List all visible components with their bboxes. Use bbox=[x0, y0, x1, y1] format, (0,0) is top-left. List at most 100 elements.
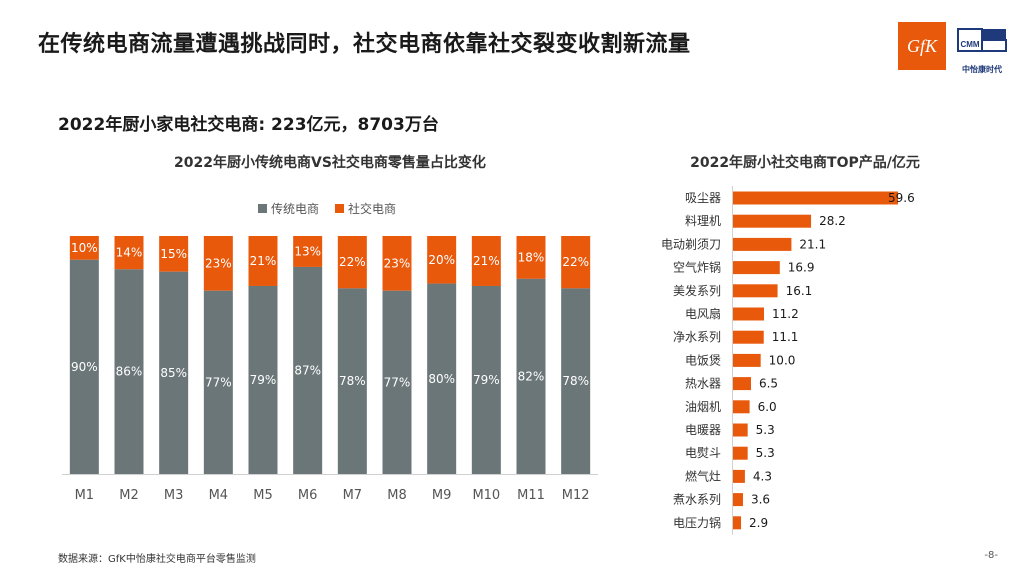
value-label-燃气灶: 4.3 bbox=[753, 469, 772, 483]
category-label-电暖器: 电暖器 bbox=[685, 423, 721, 437]
category-label-美发系列: 美发系列 bbox=[673, 283, 721, 298]
value-label-净水系列: 11.1 bbox=[772, 330, 799, 344]
tick-label-M3: M3 bbox=[164, 488, 184, 503]
category-label-热水器: 热水器 bbox=[685, 377, 721, 391]
hbar-电饭煲 bbox=[733, 353, 761, 367]
hbar-燃气灶 bbox=[733, 469, 745, 483]
bar-social-M11 bbox=[516, 236, 546, 279]
bar-traditional-M2 bbox=[114, 269, 144, 474]
bar-traditional-M3 bbox=[159, 271, 189, 474]
value-label-电风扇: 11.2 bbox=[772, 307, 799, 321]
hbar-电熨斗 bbox=[733, 446, 748, 460]
legend-label-social: 社交电商 bbox=[348, 202, 397, 216]
svg-text:CMM: CMM bbox=[960, 40, 979, 49]
bar-traditional-M1 bbox=[69, 259, 99, 474]
bar-social-M9 bbox=[427, 236, 457, 284]
label-traditional-M11: 82% bbox=[518, 369, 545, 383]
hbar-煮水系列 bbox=[733, 493, 743, 507]
tick-label-M5: M5 bbox=[253, 488, 273, 503]
hbar-油烟机 bbox=[733, 400, 750, 414]
value-label-电暖器: 5.3 bbox=[756, 423, 775, 437]
category-label-电熨斗: 电熨斗 bbox=[685, 446, 721, 460]
tick-label-M12: M12 bbox=[562, 488, 590, 503]
hbar-热水器 bbox=[733, 377, 751, 391]
label-traditional-M1: 90% bbox=[71, 360, 98, 374]
bar-social-M5 bbox=[248, 236, 278, 286]
category-label-燃气灶: 燃气灶 bbox=[685, 468, 721, 483]
tick-label-M7: M7 bbox=[343, 488, 363, 503]
cmm-logo-text: 中怡康时代 bbox=[962, 65, 1002, 74]
left-chart-title: 2022年厨小传统电商VS社交电商零售量占比变化 bbox=[174, 155, 486, 171]
label-social-M6: 13% bbox=[294, 244, 321, 258]
category-label-煮水系列: 煮水系列 bbox=[673, 493, 721, 507]
tick-label-M6: M6 bbox=[298, 488, 318, 503]
label-traditional-M8: 77% bbox=[384, 375, 411, 389]
label-traditional-M6: 87% bbox=[294, 363, 321, 377]
hbar-美发系列 bbox=[733, 284, 778, 298]
label-social-M1: 10% bbox=[71, 241, 98, 255]
page-number: -8- bbox=[984, 550, 998, 561]
category-label-净水系列: 净水系列 bbox=[673, 330, 721, 344]
bar-social-M3 bbox=[159, 236, 189, 272]
category-label-电风扇: 电风扇 bbox=[685, 306, 721, 321]
source-note: 数据来源：GfK中怡康社交电商平台零售监测 bbox=[58, 554, 256, 565]
label-social-M11: 18% bbox=[518, 250, 545, 264]
value-label-吸尘器: 59.6 bbox=[888, 191, 915, 205]
label-social-M7: 22% bbox=[339, 255, 366, 269]
hbar-电暖器 bbox=[733, 423, 748, 437]
value-label-热水器: 6.5 bbox=[759, 377, 778, 391]
label-social-M8: 23% bbox=[384, 256, 411, 270]
label-traditional-M7: 78% bbox=[339, 374, 366, 388]
value-label-美发系列: 16.1 bbox=[786, 284, 813, 298]
tick-label-M4: M4 bbox=[209, 488, 229, 503]
bar-social-M12 bbox=[561, 236, 591, 289]
tick-label-M9: M9 bbox=[432, 488, 452, 503]
hbar-吸尘器 bbox=[733, 191, 898, 205]
category-label-电动剃须刀: 电动剃须刀 bbox=[661, 237, 721, 251]
subtitle: 2022年厨小家电社交电商: 223亿元，8703万台 bbox=[58, 115, 439, 135]
value-label-电熨斗: 5.3 bbox=[756, 446, 775, 460]
hbar-电压力锅 bbox=[733, 516, 742, 530]
category-label-电压力锅: 电压力锅 bbox=[673, 515, 721, 530]
cmm-logo: CMM bbox=[957, 28, 1007, 52]
bar-social-M4 bbox=[203, 236, 233, 291]
value-label-煮水系列: 3.6 bbox=[751, 493, 770, 507]
label-social-M5: 21% bbox=[250, 254, 277, 268]
category-label-油烟机: 油烟机 bbox=[685, 400, 721, 414]
bar-social-M10 bbox=[471, 236, 501, 286]
legend-swatch-social bbox=[335, 204, 345, 213]
label-traditional-M3: 85% bbox=[160, 366, 187, 380]
bar-social-M1 bbox=[69, 236, 99, 260]
legend-item-social: 社交电商 bbox=[335, 200, 396, 217]
label-traditional-M10: 79% bbox=[473, 373, 500, 387]
bar-traditional-M6 bbox=[293, 266, 323, 474]
tick-label-M8: M8 bbox=[387, 488, 407, 503]
label-social-M4: 23% bbox=[205, 256, 232, 270]
bar-traditional-M10 bbox=[471, 285, 501, 474]
bar-social-M6 bbox=[293, 236, 323, 267]
hbar-空气炸锅 bbox=[733, 261, 780, 275]
bar-traditional-M11 bbox=[516, 278, 546, 474]
hbar-电风扇 bbox=[733, 307, 765, 321]
category-label-吸尘器: 吸尘器 bbox=[685, 191, 721, 205]
label-social-M2: 14% bbox=[116, 246, 143, 260]
bar-traditional-M12 bbox=[561, 288, 591, 474]
category-label-电饭煲: 电饭煲 bbox=[685, 352, 721, 367]
bar-traditional-M5 bbox=[248, 285, 278, 474]
value-label-空气炸锅: 16.9 bbox=[788, 261, 815, 275]
value-label-电压力锅: 2.9 bbox=[749, 516, 768, 530]
category-label-空气炸锅: 空气炸锅 bbox=[673, 260, 721, 275]
bar-traditional-M4 bbox=[203, 290, 233, 474]
tick-label-M2: M2 bbox=[119, 488, 139, 503]
tick-label-M1: M1 bbox=[75, 488, 95, 503]
legend-label-traditional: 传统电商 bbox=[271, 202, 320, 216]
hbar-电动剃须刀 bbox=[733, 237, 792, 251]
label-traditional-M4: 77% bbox=[205, 375, 232, 389]
tick-label-M11: M11 bbox=[517, 488, 545, 503]
page-title: 在传统电商流量遭遇挑战同时，社交电商依靠社交裂变收割新流量 bbox=[38, 32, 691, 57]
label-traditional-M12: 78% bbox=[562, 374, 589, 388]
bar-traditional-M8 bbox=[382, 290, 412, 474]
legend-item-traditional: 传统电商 bbox=[258, 200, 319, 217]
label-traditional-M5: 79% bbox=[250, 373, 277, 387]
label-social-M10: 21% bbox=[473, 254, 500, 268]
